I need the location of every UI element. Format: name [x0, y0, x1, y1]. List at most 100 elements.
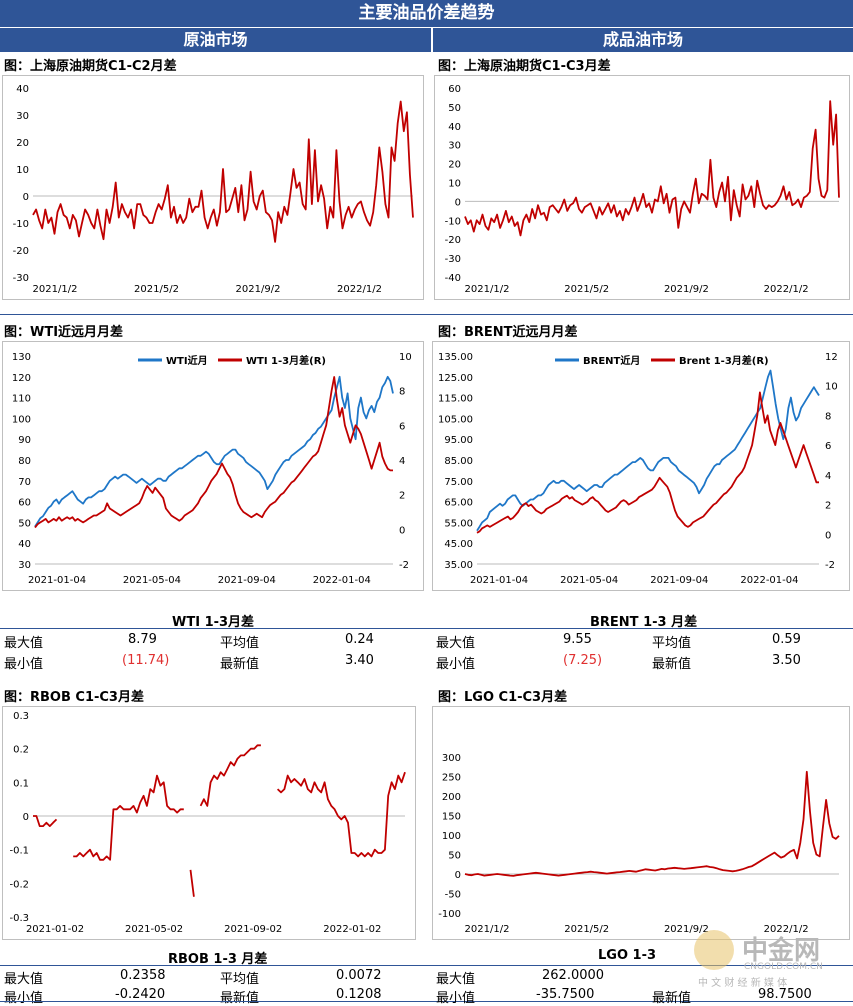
y-tick-label: 300: [442, 753, 461, 764]
chart-title-c6: 图：LGO C1-C3月差: [438, 690, 568, 705]
chart-c1: 40 30 20 10 0 -10 -20 -30 2021/1/2 2021/5/2 2021/9…: [2, 75, 424, 300]
section-rule: [0, 314, 853, 315]
y2-tick-label: 12: [825, 352, 838, 363]
stats-brent-max: 9.55: [563, 632, 592, 647]
y2-tick-label: 4: [825, 471, 831, 482]
x-tick-label: 2022-01-02: [323, 924, 381, 935]
y2-tick-label: 4: [399, 456, 405, 467]
legend-label: WTI 1-3月差(R): [246, 354, 326, 367]
stats-lgo-latest: 98.7500: [758, 987, 812, 1002]
y-tick-label: 50: [448, 103, 461, 114]
y-tick-label: 200: [442, 792, 461, 803]
x-tick-label: 2022/1/2: [764, 284, 809, 295]
series-line-2: [476, 391, 819, 534]
x-tick-label: 2021-09-02: [224, 924, 282, 935]
y-tick-label: 60: [18, 498, 31, 509]
x-tick-label: 2021/1/2: [33, 284, 78, 295]
x-tick-label: 2021-01-02: [26, 924, 84, 935]
x-tick-label: 2022/1/2: [764, 924, 809, 935]
stats-wti-avg: 0.24: [345, 632, 374, 647]
chart-c3: 130 120 110 100 90 80 70 60 50 40 30 10 8 6 4 2 0 -2 2021-…: [2, 341, 424, 591]
stats-brent-max-label: 最大值: [436, 636, 476, 651]
legend-label: BRENT近月: [583, 354, 640, 367]
series-line-2: [34, 376, 393, 529]
legend-label: WTI近月: [166, 354, 208, 367]
legend-label: Brent 1-3月差(R): [679, 354, 769, 367]
y-tick-label: -50: [445, 890, 461, 901]
y2-tick-label: 8: [399, 387, 405, 398]
y-tick-label: 0.3: [13, 711, 29, 722]
y2-tick-label: 6: [399, 421, 405, 432]
stats-rbob-min: -0.2420: [115, 987, 166, 1002]
y-tick-label: -30: [445, 254, 461, 265]
stats-lgo-latest-label: 最新值: [652, 991, 692, 1006]
x-tick-label: 2021-05-04: [123, 575, 181, 586]
y-tick-label: 50: [18, 518, 31, 529]
stats-rule: [0, 628, 853, 629]
y2-tick-label: 10: [399, 352, 412, 363]
y2-tick-label: 10: [825, 382, 838, 393]
y-tick-label: -10: [445, 216, 461, 227]
y-tick-label: 65.00: [444, 498, 473, 509]
chart-title-c4: 图：BRENT近远月月差: [438, 325, 578, 340]
y2-tick-label: 8: [825, 411, 831, 422]
chart-c6: 300 250 200 150 100 50 0 -50 -100 2021/1/2 2021/5/…: [432, 706, 850, 940]
x-tick-label: 2021-01-04: [28, 575, 86, 586]
watermark-tagline: 中 文 财 经 新 媒 体: [698, 978, 788, 989]
page-title: 主要油品价差趋势: [0, 0, 853, 27]
chart-title-c1: 图：上海原油期货C1-C2月差: [4, 59, 177, 74]
stats-rbob-title: RBOB 1-3 月差: [168, 952, 268, 967]
y-tick-label: 100: [12, 414, 31, 425]
y-tick-label: 135.00: [438, 352, 473, 363]
watermark-brand: 中金网: [742, 936, 821, 966]
stats-brent-avg: 0.59: [772, 632, 801, 647]
x-tick-label: 2021-01-04: [470, 575, 528, 586]
x-tick-label: 2022-01-04: [313, 575, 371, 586]
y-tick-label: -20: [445, 235, 461, 246]
stats-rbob-max-label: 最大值: [4, 972, 44, 987]
chart-c4: 135.00 125.00 115.00 105.00 95.00 85.00 75.00 6…: [432, 341, 850, 591]
y-tick-label: 0: [455, 197, 461, 208]
stats-wti-latest-label: 最新值: [220, 657, 260, 672]
y-tick-label: 0: [23, 812, 29, 823]
y-tick-label: 20: [16, 138, 29, 149]
stats-lgo-min-label: 最小值: [436, 991, 476, 1006]
y2-tick-label: -2: [825, 560, 835, 571]
stats-rbob-latest: 0.1208: [336, 987, 382, 1002]
stats-brent-title: BRENT 1-3 月差: [590, 615, 698, 630]
left-column-header: 原油市场: [0, 28, 431, 52]
y-tick-label: 115.00: [438, 394, 473, 405]
series-line-1: [464, 100, 840, 237]
y-tick-label: 30: [448, 141, 461, 152]
x-tick-label: 2021/9/2: [236, 284, 281, 295]
stats-wti-min-label: 最小值: [4, 657, 44, 672]
y-tick-label: 85.00: [444, 456, 473, 467]
y-tick-label: 250: [442, 773, 461, 784]
y-tick-label: 30: [16, 111, 29, 122]
stats-wti-latest: 3.40: [345, 653, 374, 668]
stats-lgo-max: 262.0000: [542, 968, 605, 983]
y-tick-label: 100: [442, 831, 461, 842]
series-line-1: [32, 100, 414, 243]
y-tick-label: 30: [18, 560, 31, 571]
y-tick-label: 20: [448, 160, 461, 171]
y2-tick-label: 6: [825, 441, 831, 452]
stats-wti-max: 8.79: [128, 632, 157, 647]
x-tick-label: 2021/1/2: [465, 924, 510, 935]
x-tick-label: 2021-09-04: [650, 575, 708, 586]
y-tick-label: 130: [12, 352, 31, 363]
chart-c2: 60 50 40 30 20 10 0 -10 -20 -30 -40 2021/1/2 2021/5/…: [434, 75, 850, 300]
x-tick-label: 2021/1/2: [465, 284, 510, 295]
stats-brent-min: (7.25): [563, 653, 603, 668]
stats-rbob-max: 0.2358: [120, 968, 166, 983]
chart-title-c3: 图：WTI近远月月差: [4, 325, 124, 340]
stats-brent-min-label: 最小值: [436, 657, 476, 672]
y-tick-label: 70: [18, 477, 31, 488]
stats-rbob-min-label: 最小值: [4, 991, 44, 1006]
y2-tick-label: 0: [825, 530, 831, 541]
stats-rbob-avg-label: 平均值: [220, 972, 260, 987]
stats-brent-latest: 3.50: [772, 653, 801, 668]
y-tick-label: 120: [12, 373, 31, 384]
stats-wti-title: WTI 1-3月差: [172, 615, 255, 630]
stats-lgo-max-label: 最大值: [436, 972, 476, 987]
